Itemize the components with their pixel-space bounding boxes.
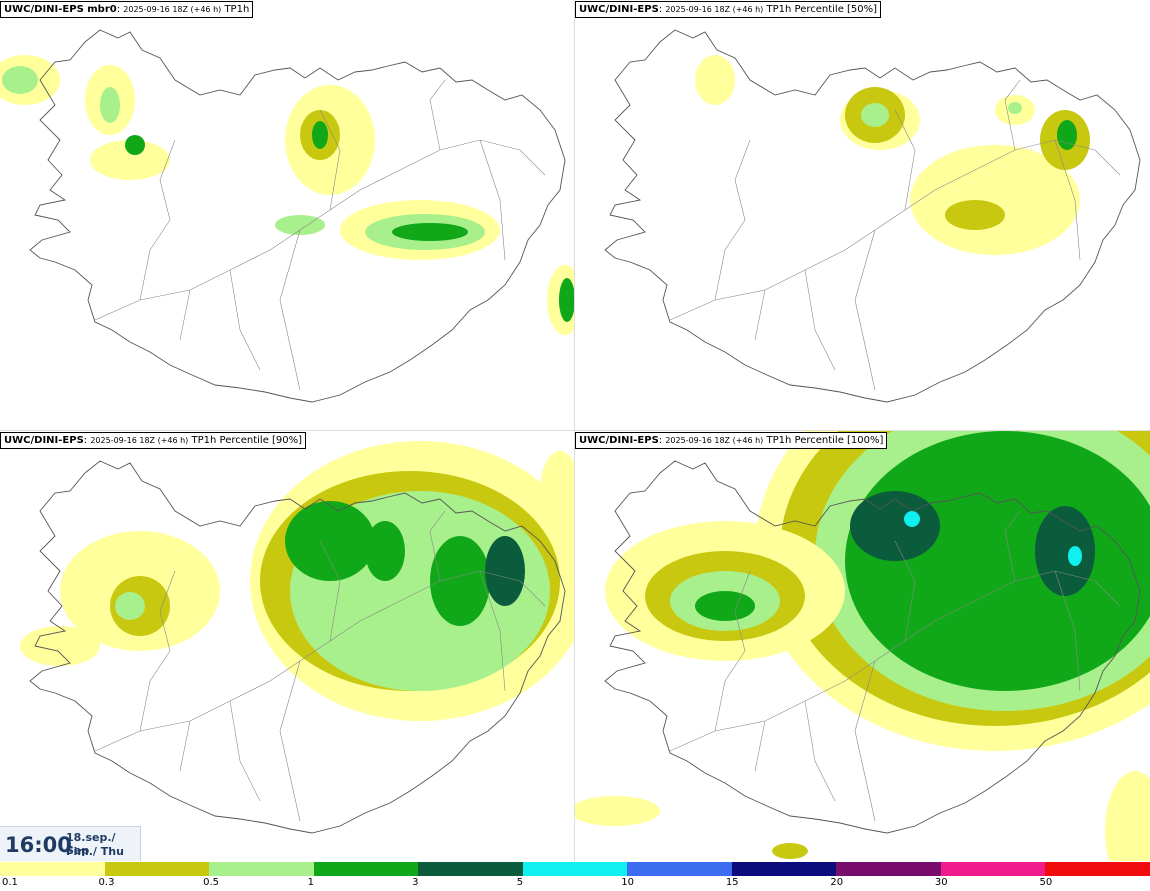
map-panel-member0: UWC/DINI-EPS mbr0: 2025-09-16 18Z (+46 h… — [0, 0, 575, 430]
legend-swatch — [418, 862, 523, 876]
legend-label: 0.5 — [203, 877, 219, 888]
valid-weekday: Fim./ Thu — [66, 845, 124, 858]
legend-label: 50 — [1039, 877, 1053, 888]
legend-swatch — [209, 862, 314, 876]
legend-swatch — [313, 862, 419, 876]
map-panel-p90: UWC/DINI-EPS: 2025-09-16 18Z (+46 h) TP1… — [0, 431, 575, 861]
precip-map-member0 — [0, 29, 575, 403]
legend-label: 15 — [725, 877, 739, 888]
legend-color-bar — [0, 862, 1150, 876]
map-panel-p50: UWC/DINI-EPS: 2025-09-16 18Z (+46 h) TP1… — [575, 0, 1150, 430]
legend-swatch — [104, 862, 210, 876]
valid-time-box: 16:00 18.sep./ Sep Fim./ Thu — [0, 826, 141, 861]
legend-swatch — [1045, 862, 1150, 876]
panel-title: UWC/DINI-EPS: 2025-09-16 18Z (+46 h) TP1… — [575, 1, 882, 18]
legend-swatch — [836, 862, 941, 876]
panel-title: UWC/DINI-EPS: 2025-09-16 18Z (+46 h) TP1… — [0, 432, 307, 449]
valid-date: 18.sep./ Sep — [66, 831, 116, 857]
legend-swatch — [522, 862, 628, 876]
legend-swatch — [627, 862, 732, 876]
valid-time: 16:00 — [5, 833, 72, 857]
precip-map-p50 — [604, 29, 1141, 403]
panel-title: UWC/DINI-EPS mbr0: 2025-09-16 18Z (+46 h… — [0, 1, 254, 18]
map-panel-p100: UWC/DINI-EPS: 2025-09-16 18Z (+46 h) TP1… — [575, 431, 1150, 861]
panel-title: UWC/DINI-EPS: 2025-09-16 18Z (+46 h) TP1… — [575, 432, 888, 449]
legend-label: 20 — [830, 877, 844, 888]
legend-swatch — [940, 862, 1046, 876]
color-legend: 0.1 0.3 0.5 1 3 5 10 15 20 30 50 — [0, 862, 1150, 891]
precip-map-p100 — [575, 431, 1150, 861]
panel-divider-horizontal — [0, 430, 1150, 431]
legend-label: 5 — [516, 877, 524, 888]
legend-label: 30 — [934, 877, 948, 888]
legend-label: 3 — [412, 877, 419, 888]
precip-map-p90 — [20, 431, 575, 861]
legend-label: 1 — [307, 877, 314, 888]
legend-swatch — [731, 862, 837, 876]
legend-swatch — [0, 862, 105, 876]
legend-label: 10 — [621, 877, 634, 888]
legend-label: 0.1 — [2, 877, 18, 888]
legend-label: 0.3 — [98, 877, 115, 888]
